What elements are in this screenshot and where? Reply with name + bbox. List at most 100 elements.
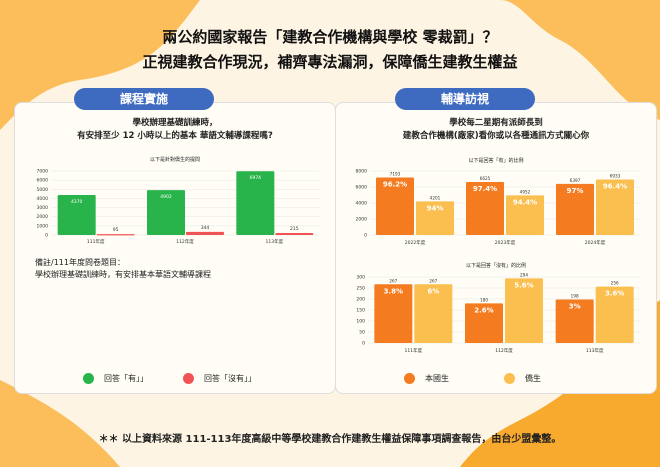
- bar-value-label: 6974: [250, 175, 262, 181]
- bar-percent-label: 97.4%: [473, 185, 497, 193]
- x-tick-label: 2023年度: [495, 239, 516, 246]
- bar-value-label: 6625: [480, 176, 491, 181]
- bar-value-label: 4952: [520, 189, 531, 194]
- left-question: 學校辦理基礎訓練時， 有安排至少 12 小時以上的基本 華語文輔導課程嗎?: [15, 117, 335, 143]
- bar: [505, 278, 543, 343]
- bar-value-label: 267: [389, 278, 397, 283]
- bar-percent-label: 94%: [427, 204, 444, 212]
- bar: [186, 231, 224, 235]
- bar-percent-label: 3.8%: [384, 287, 403, 295]
- y-tick-label: 50: [359, 330, 365, 336]
- bar: [595, 286, 634, 343]
- right-question: 學校每二星期有派師長到 建教合作機構(廠家)看你或以各種通訊方式關心你: [336, 117, 656, 143]
- y-tick-label: 300: [356, 275, 365, 281]
- x-tick-label: 112年度: [495, 347, 513, 354]
- bar-value-label: 4902: [160, 194, 172, 200]
- y-tick-label: 6000: [37, 178, 49, 184]
- bar-percent-label: 96.4%: [603, 183, 627, 191]
- y-tick-label: 2000: [37, 214, 49, 220]
- legend-local: 本國生: [404, 373, 449, 384]
- bar-percent-label: 94.4%: [513, 198, 537, 206]
- bar-value-label: 7193: [390, 171, 401, 176]
- bar: [275, 233, 314, 235]
- bar-value-label: 215: [290, 226, 299, 232]
- bar: [555, 299, 594, 343]
- x-tick-label: 113年度: [586, 347, 604, 354]
- right-chart2-title: 以下是回答「沒有」的比例: [465, 263, 526, 269]
- x-tick-label: 111年度: [405, 347, 423, 354]
- bar-value-label: 4370: [71, 199, 83, 205]
- y-tick-label: 5000: [37, 187, 49, 193]
- legend-no-swatch: [183, 373, 194, 384]
- bar-value-label: 294: [520, 272, 528, 277]
- bar-percent-label: 3.6%: [605, 290, 624, 298]
- bar: [556, 183, 594, 235]
- bar-value-label: 6397: [570, 178, 581, 183]
- bar: [376, 177, 414, 235]
- bar-percent-label: 5.6%: [514, 281, 533, 289]
- bar-value-label: 256: [611, 281, 619, 286]
- y-tick-label: 4000: [37, 196, 49, 202]
- legend-no: 回答「沒有」」: [183, 373, 256, 384]
- bar-value-label: 180: [480, 297, 488, 302]
- y-tick-label: 8000: [356, 169, 368, 175]
- y-tick-label: 250: [356, 286, 365, 292]
- bar-value-label: 198: [571, 293, 579, 298]
- right-question-line1: 學校每二星期有派師長到: [449, 118, 543, 128]
- bar: [147, 190, 185, 235]
- x-tick-label: 2024年度: [585, 239, 606, 246]
- bar: [465, 303, 503, 343]
- legend-local-label: 本國生: [425, 374, 449, 383]
- right-question-line2: 建教合作機構(廠家)看你或以各種通訊方式關心你: [402, 131, 590, 141]
- bar: [414, 284, 453, 343]
- bar-value-label: 6933: [610, 174, 621, 179]
- right-panel: 學校每二星期有派師長到 建教合作機構(廠家)看你或以各種通訊方式關心你 以下是回…: [335, 102, 657, 394]
- y-tick-label: 0: [45, 233, 48, 239]
- bar-value-label: 95: [113, 227, 119, 233]
- bar: [596, 179, 634, 235]
- left-bar-chart: 0 1000 2000 3000 4000 5000 6000 7000 111年度 4370 95…: [37, 169, 319, 245]
- left-note-line2: 學校辦理基礎訓練時，有安排基本華語文輔導課程: [35, 270, 211, 279]
- legend-yes-label: 回答「有」」: [104, 374, 148, 383]
- legend-overseas-label: 僑生: [525, 374, 541, 383]
- y-tick-label: 0: [364, 233, 367, 239]
- y-tick-label: 7000: [37, 169, 49, 175]
- legend-overseas-swatch: [504, 373, 515, 384]
- bar: [506, 195, 544, 235]
- footer-source: ＊＊ 以上資料來源 111-113年度高級中等學校建教合作建教生權益保障事項調查…: [98, 434, 562, 445]
- y-tick-label: 150: [356, 308, 365, 314]
- bar-value-label: 344: [201, 225, 210, 231]
- page-title-line2: 正視建教合作現況，補齊專法漏洞，保障僑生建教生權益: [142, 53, 518, 71]
- bar-value-label: 4201: [430, 195, 441, 200]
- left-question-line1: 學校辦理基礎訓練時，: [132, 118, 218, 128]
- y-tick-label: 1000: [37, 223, 49, 229]
- y-tick-label: 6000: [356, 185, 368, 191]
- left-chart-title: 以下是針對僑生的提問: [149, 157, 200, 163]
- legend-no-label: 回答「沒有」」: [204, 374, 256, 383]
- left-pill-label: 課程實施: [74, 88, 214, 110]
- page-title-line1: 兩公約國家報告「建教合作機構與學校 零裁罰」？: [162, 28, 498, 46]
- x-tick-label: 2022年度: [405, 239, 426, 246]
- bar-value-label: 267: [429, 278, 437, 283]
- bar-percent-label: 2.6%: [474, 306, 493, 314]
- bar: [96, 234, 135, 236]
- right-bar-chart-yes: 0 2000 4000 6000 8000 2022年度 7193 96.2% 4201 94% 2…: [356, 169, 640, 246]
- legend-yes-swatch: [83, 373, 94, 384]
- left-question-line2: 有安排至少 12 小時以上的基本 華語文輔導課程嗎?: [77, 131, 273, 141]
- x-tick-label: 113年度: [266, 238, 284, 245]
- y-tick-label: 4000: [356, 201, 368, 207]
- y-tick-label: 3000: [37, 205, 49, 211]
- bar-percent-label: 97%: [567, 187, 584, 195]
- y-tick-label: 2000: [356, 217, 368, 223]
- bar-percent-label: 96.2%: [383, 180, 407, 188]
- right-chart1-title: 以下是回答「有」的比例: [468, 158, 524, 164]
- x-tick-label: 112年度: [176, 238, 194, 245]
- y-tick-label: 200: [356, 297, 365, 303]
- left-note: 備註/111年度問卷題目： 學校辦理基礎訓練時，有安排基本華語文輔導課程: [35, 257, 211, 281]
- bar: [57, 195, 96, 235]
- x-tick-label: 111年度: [87, 238, 105, 245]
- right-bar-chart-no: 0 50 100 150 200 250 300 111年度 267 3.8% 267 6% 112年度…: [356, 272, 640, 354]
- bar: [236, 171, 275, 235]
- bar-percent-label: 6%: [427, 287, 439, 295]
